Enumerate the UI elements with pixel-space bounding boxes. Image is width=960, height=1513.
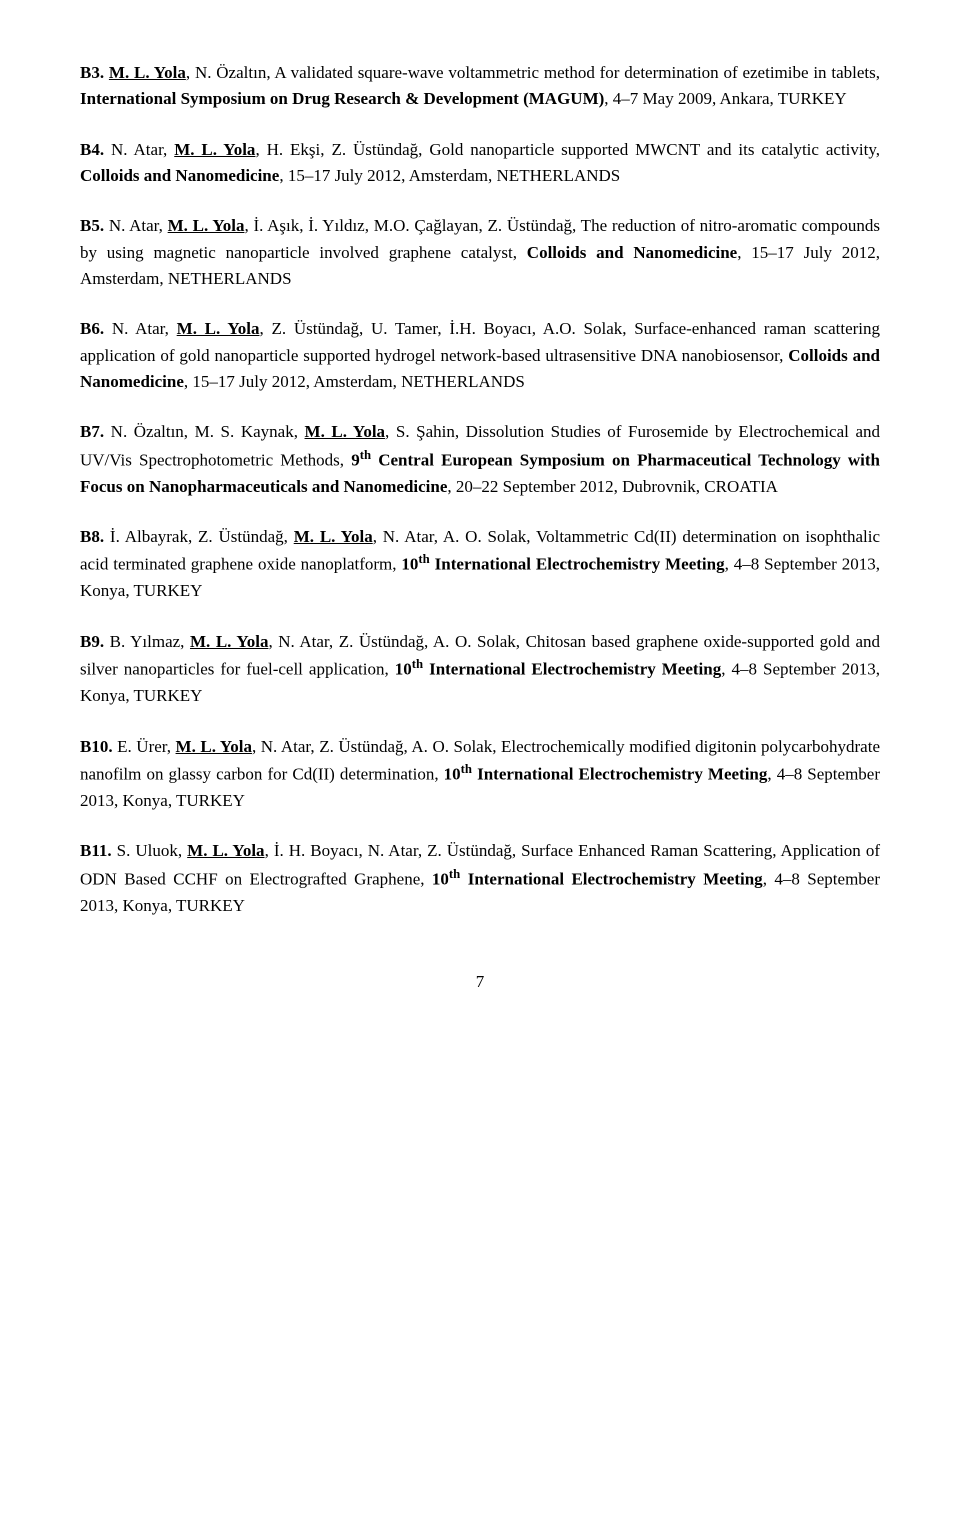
venue: Colloids and Nanomedicine [527, 243, 737, 262]
ref-text: N. Atar, [104, 140, 174, 159]
ref-id: B9. [80, 632, 104, 651]
reference-b5: B5. N. Atar, M. L. Yola, İ. Aşık, İ. Yıl… [80, 213, 880, 292]
ordinal: 10 [395, 660, 412, 679]
ref-text: , 20–22 September 2012, Dubrovnik, CROAT… [447, 477, 778, 496]
ref-id: B8. [80, 527, 104, 546]
reference-b9: B9. B. Yılmaz, M. L. Yola, N. Atar, Z. Ü… [80, 629, 880, 710]
ordinal-sup: th [418, 552, 429, 566]
reference-b7: B7. N. Özaltın, M. S. Kaynak, M. L. Yola… [80, 419, 880, 500]
author-highlighted: M. L. Yola [190, 632, 268, 651]
ref-text: , 15–17 July 2012, Amsterdam, NETHERLAND… [184, 372, 525, 391]
ref-text: B. Yılmaz, [104, 632, 190, 651]
author-highlighted: M. L. Yola [187, 841, 264, 860]
ref-text: S. Uluok, [112, 841, 188, 860]
ref-text: , 15–17 July 2012, Amsterdam, NETHERLAND… [279, 166, 620, 185]
ordinal: 9 [351, 450, 360, 469]
ref-text: , N. Özaltın, A validated square-wave vo… [186, 63, 880, 82]
ref-text: , H. Ekşi, Z. Üstündağ, Gold nanoparticl… [255, 140, 880, 159]
ref-text: İ. Albayrak, Z. Üstündağ, [104, 527, 294, 546]
venue: International Electrochemistry Meeting [472, 765, 767, 784]
ref-text: N. Atar, [104, 216, 168, 235]
ref-id: B6. [80, 319, 104, 338]
page-number: 7 [80, 969, 880, 995]
ref-id: B7. [80, 422, 104, 441]
ref-id: B11. [80, 841, 112, 860]
ref-text: E. Ürer, [113, 737, 176, 756]
author-highlighted: M. L. Yola [294, 527, 373, 546]
author-highlighted: M. L. Yola [305, 422, 386, 441]
reference-b6: B6. N. Atar, M. L. Yola, Z. Üstündağ, U.… [80, 316, 880, 395]
venue: International Electrochemistry Meeting [430, 555, 725, 574]
reference-b8: B8. İ. Albayrak, Z. Üstündağ, M. L. Yola… [80, 524, 880, 605]
ordinal-sup: th [461, 762, 472, 776]
ordinal-sup: th [412, 657, 423, 671]
author-highlighted: M. L. Yola [176, 737, 252, 756]
venue: Colloids and Nanomedicine [80, 166, 279, 185]
ordinal-sup: th [449, 867, 460, 881]
author-highlighted: M. L. Yola [109, 63, 186, 82]
venue: International Electrochemistry Meeting [423, 660, 721, 679]
author-highlighted: M. L. Yola [168, 216, 245, 235]
author-highlighted: M. L. Yola [177, 319, 260, 338]
ref-id: B10. [80, 737, 113, 756]
ordinal-sup: th [360, 448, 371, 462]
ref-text: , 4–7 May 2009, Ankara, TURKEY [604, 89, 846, 108]
ref-text: N. Atar, [104, 319, 177, 338]
author-highlighted: M. L. Yola [174, 140, 255, 159]
ordinal: 10 [401, 555, 418, 574]
venue: International Symposium on Drug Research… [80, 89, 604, 108]
ordinal: 10 [432, 869, 449, 888]
reference-b10: B10. E. Ürer, M. L. Yola, N. Atar, Z. Üs… [80, 734, 880, 815]
reference-b4: B4. N. Atar, M. L. Yola, H. Ekşi, Z. Üst… [80, 137, 880, 190]
ordinal: 10 [444, 765, 461, 784]
ref-text: N. Özaltın, M. S. Kaynak, [104, 422, 304, 441]
ref-id: B5. [80, 216, 104, 235]
ref-id: B3. [80, 63, 104, 82]
reference-b3: B3. M. L. Yola, N. Özaltın, A validated … [80, 60, 880, 113]
ref-id: B4. [80, 140, 104, 159]
venue: International Electrochemistry Meeting [460, 869, 762, 888]
reference-b11: B11. S. Uluok, M. L. Yola, İ. H. Boyacı,… [80, 838, 880, 919]
